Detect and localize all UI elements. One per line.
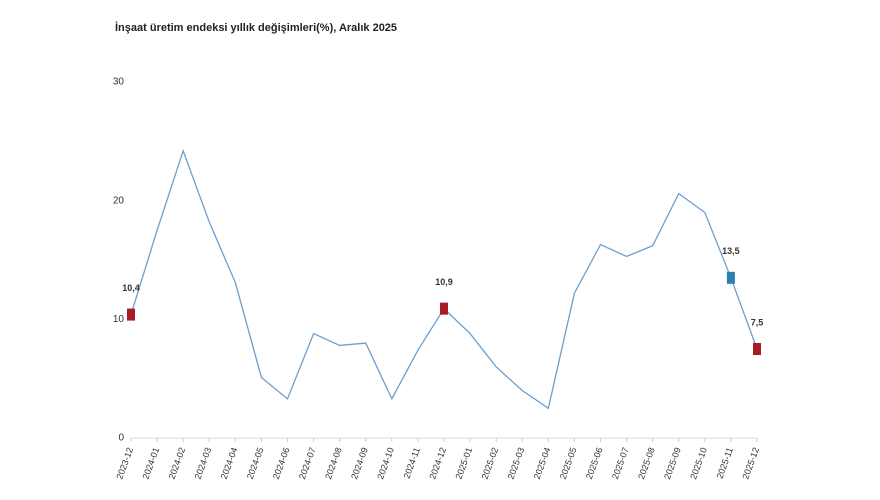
x-tick-label: 2024-03 xyxy=(193,446,214,480)
value-label: 13,5 xyxy=(722,246,740,256)
x-tick-label: 2025-01 xyxy=(454,446,475,480)
x-tick-label: 2025-12 xyxy=(740,446,761,480)
chart-title: İnşaat üretim endeksi yıllık değişimleri… xyxy=(115,21,397,34)
x-tick-label: 2025-09 xyxy=(662,446,683,480)
x-tick-label: 2025-06 xyxy=(584,446,605,480)
x-tick-label: 2025-03 xyxy=(506,446,527,480)
x-tick-label: 2024-11 xyxy=(402,446,422,480)
marker xyxy=(127,308,135,321)
x-tick-label: 2024-04 xyxy=(219,446,240,480)
y-tick-label: 10 xyxy=(113,314,125,325)
x-tick-label: 2024-08 xyxy=(323,446,344,480)
x-tick-label: 2024-02 xyxy=(167,446,188,480)
x-tick-label: 2025-11 xyxy=(715,446,735,480)
y-tick-label: 20 xyxy=(113,195,125,206)
marker xyxy=(440,302,448,315)
x-tick-label: 2025-10 xyxy=(688,446,709,480)
y-tick-label: 30 xyxy=(113,77,125,88)
y-tick-label: 0 xyxy=(118,433,124,444)
marker xyxy=(726,271,735,284)
x-tick-label: 2024-05 xyxy=(245,446,266,480)
value-label: 10,9 xyxy=(435,277,453,287)
x-tick-label: 2025-04 xyxy=(532,446,553,480)
x-tick-label: 2024-07 xyxy=(297,446,318,480)
x-tick-label: 2024-12 xyxy=(427,446,448,480)
x-tick-label: 2024-09 xyxy=(349,446,370,480)
x-tick-label: 2024-10 xyxy=(375,446,396,480)
x-tick-label: 2025-05 xyxy=(558,446,579,480)
value-label: 7,5 xyxy=(751,317,764,327)
x-tick-label: 2025-02 xyxy=(480,446,501,480)
x-tick-label: 2023-12 xyxy=(114,446,135,480)
x-tick-label: 2025-07 xyxy=(610,446,631,480)
x-tick-label: 2024-06 xyxy=(271,446,292,480)
x-tick-label: 2024-01 xyxy=(141,446,162,480)
value-label: 10,4 xyxy=(122,283,140,293)
x-tick-label: 2025-08 xyxy=(636,446,657,480)
marker xyxy=(753,343,761,355)
